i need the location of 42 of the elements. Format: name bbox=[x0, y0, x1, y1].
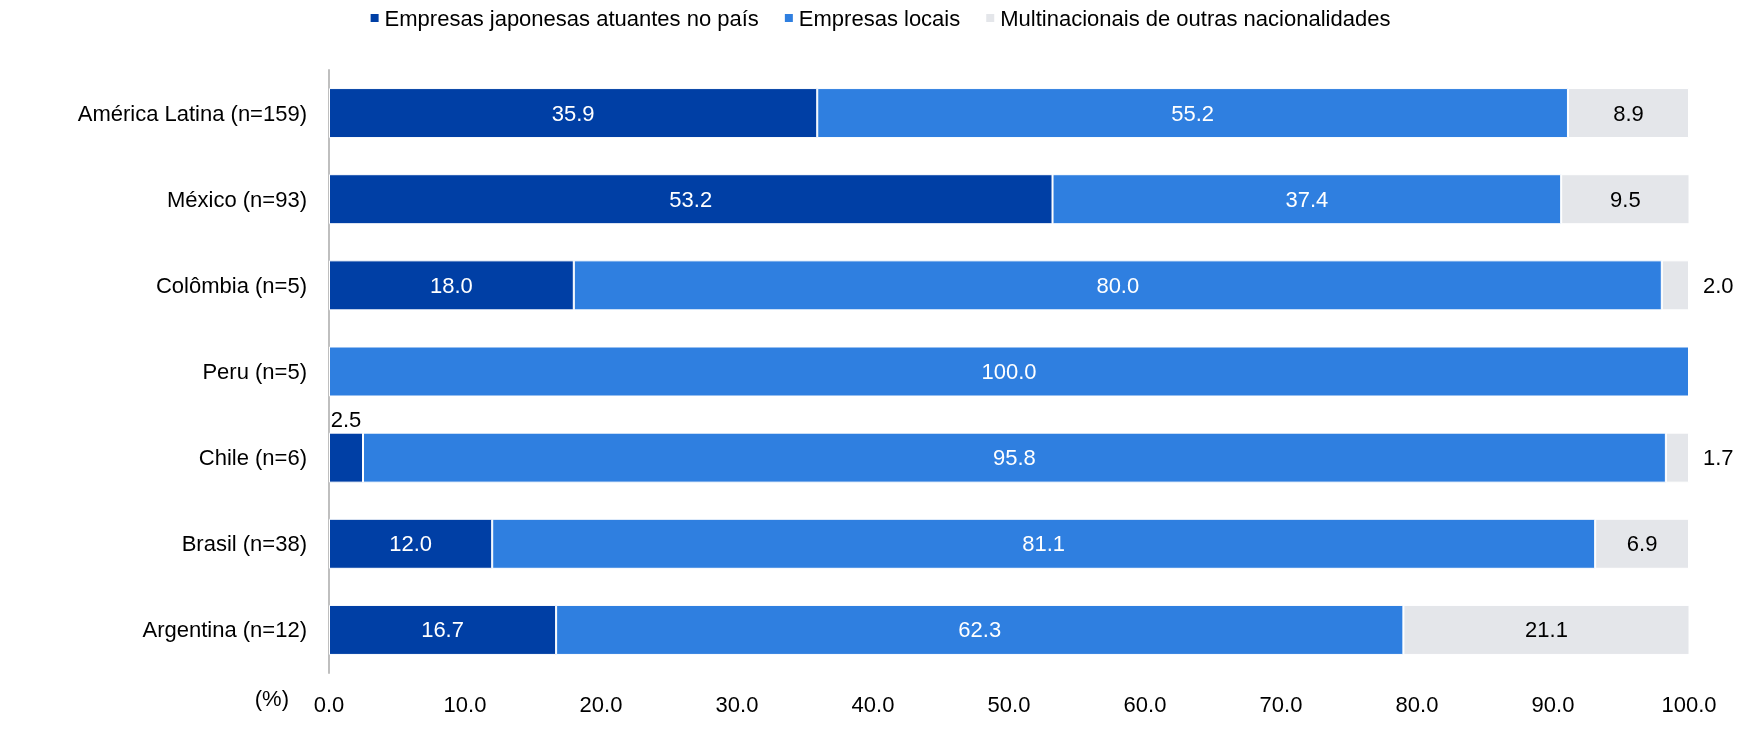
data-label: 2.0 bbox=[1703, 272, 1734, 298]
y-tick-label: Argentina (n=12) bbox=[142, 617, 307, 643]
bar bbox=[329, 346, 1689, 397]
data-label: 100.0 bbox=[981, 359, 1037, 384]
x-tick-label: 60.0 bbox=[1123, 691, 1167, 717]
y-tick-label: Peru (n=5) bbox=[202, 359, 307, 384]
data-label: 21.1 bbox=[1525, 617, 1568, 643]
data-label: 18.0 bbox=[429, 272, 473, 298]
y-tick-label: América Latina (n=159) bbox=[77, 100, 307, 126]
data-label: 2.5 bbox=[330, 407, 362, 433]
x-tick-label: 30.0 bbox=[715, 691, 759, 717]
data-label: 1.7 bbox=[1703, 445, 1734, 471]
data-label: 53.2 bbox=[669, 186, 713, 212]
x-axis-title: (%) bbox=[254, 685, 289, 711]
x-tick-label: 20.0 bbox=[579, 691, 623, 717]
x-tick-label: 70.0 bbox=[1259, 691, 1303, 717]
data-label: 95.8 bbox=[993, 445, 1036, 471]
y-tick-label: México (n=93) bbox=[166, 186, 307, 212]
data-label: 12.0 bbox=[389, 531, 433, 557]
data-label: 80.0 bbox=[1096, 272, 1140, 298]
x-tick-label: 80.0 bbox=[1395, 691, 1439, 717]
y-tick-label: Chile (n=6) bbox=[198, 445, 307, 471]
data-label: 35.9 bbox=[551, 100, 595, 126]
data-label: 16.7 bbox=[421, 617, 464, 643]
x-tick-label: 10.0 bbox=[443, 691, 487, 717]
legend-label: Empresas japonesas atuantes no país bbox=[384, 5, 759, 31]
x-tick-label: 0.0 bbox=[313, 691, 345, 717]
y-tick-label: Brasil (n=38) bbox=[181, 531, 307, 557]
x-tick-label: 40.0 bbox=[851, 691, 895, 717]
data-label: 81.1 bbox=[1022, 531, 1066, 557]
x-tick-label: 100.0 bbox=[1661, 691, 1717, 717]
data-label: 8.9 bbox=[1613, 100, 1644, 126]
data-label: 55.2 bbox=[1171, 100, 1215, 126]
data-label: 37.4 bbox=[1285, 186, 1329, 212]
x-tick-label: 90.0 bbox=[1531, 691, 1575, 717]
data-label: 9.5 bbox=[1610, 186, 1641, 212]
x-tick-label: 50.0 bbox=[987, 691, 1031, 717]
data-label: 6.9 bbox=[1626, 531, 1658, 557]
legend-label: Empresas locais bbox=[798, 5, 961, 31]
y-tick-label: Colômbia (n=5) bbox=[155, 272, 307, 298]
legend-label: Multinacionais de outras nacionalidades bbox=[1000, 5, 1391, 31]
data-label: 62.3 bbox=[958, 617, 1002, 643]
